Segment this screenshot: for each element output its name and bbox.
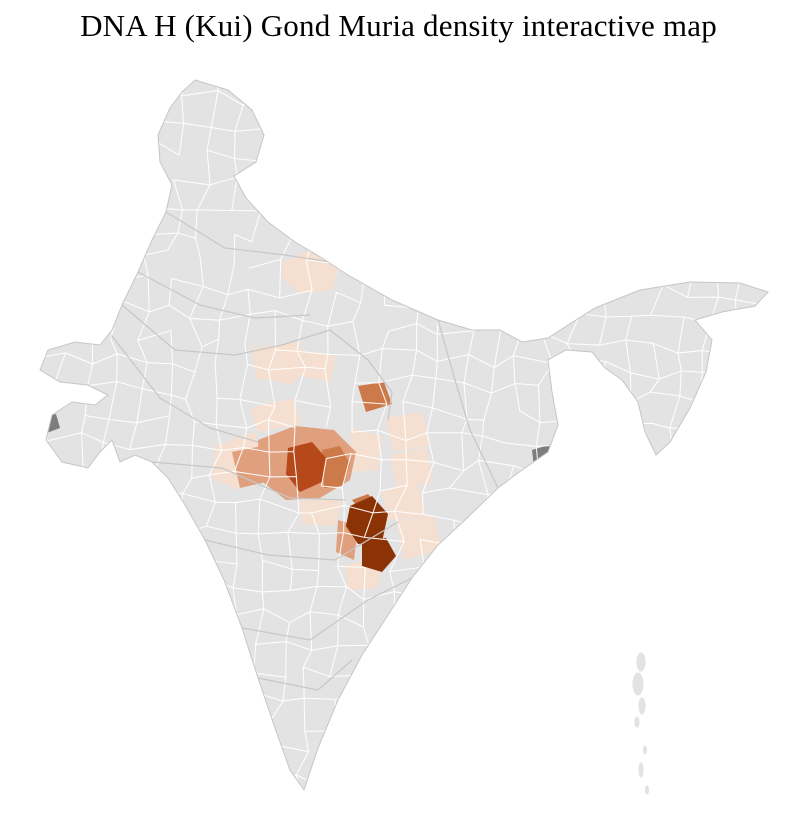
state-borders <box>111 211 499 691</box>
district-region-low[interactable] <box>396 516 442 560</box>
district-region-low[interactable] <box>298 350 336 382</box>
island[interactable] <box>644 784 650 796</box>
district-region-low[interactable] <box>350 428 382 472</box>
district-region-low[interactable] <box>250 398 302 432</box>
density-regions-high[interactable] <box>286 442 326 492</box>
island[interactable] <box>633 715 641 729</box>
island[interactable] <box>637 696 647 716</box>
district-region-medium-high[interactable] <box>358 382 392 412</box>
island[interactable] <box>631 671 645 697</box>
island[interactable] <box>637 761 645 779</box>
density-regions-low[interactable] <box>212 250 442 590</box>
district-region-low[interactable] <box>385 412 430 452</box>
island[interactable] <box>642 744 648 756</box>
page-title: DNA H (Kui) Gond Muria density interacti… <box>80 8 717 43</box>
district-region-very-high[interactable] <box>346 496 388 544</box>
district-region-low[interactable] <box>252 342 310 384</box>
india-outline <box>39 79 769 792</box>
density-regions-very-high[interactable] <box>346 496 396 572</box>
island[interactable] <box>635 651 647 673</box>
district-region-very-high[interactable] <box>362 538 396 572</box>
district-region-low[interactable] <box>390 448 434 488</box>
district-region-low[interactable] <box>300 500 342 526</box>
district-region-high[interactable] <box>286 442 326 492</box>
andaman-nicobar-islands[interactable] <box>631 651 650 796</box>
district-region-medium-high[interactable] <box>322 446 350 488</box>
